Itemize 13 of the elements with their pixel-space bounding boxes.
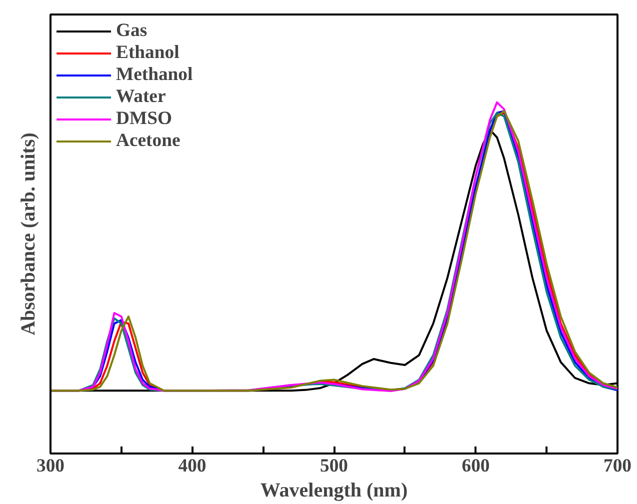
legend-label: Ethanol <box>116 42 180 64</box>
x-tick-label: 700 <box>604 456 632 476</box>
x-tick-label: 600 <box>462 456 490 476</box>
legend-label: DMSO <box>116 108 172 130</box>
legend-label: Water <box>116 86 166 108</box>
x-axis-title: Wavelength (nm) <box>260 480 408 502</box>
legend-label: Acetone <box>116 130 180 152</box>
y-axis-title: Absorbance (arb. units) <box>18 132 40 336</box>
x-tick-label: 400 <box>178 456 206 476</box>
x-tick-label: 300 <box>36 456 64 476</box>
legend-label: Gas <box>116 20 148 42</box>
legend-label: Methanol <box>116 64 193 86</box>
x-tick-label: 500 <box>320 456 348 476</box>
